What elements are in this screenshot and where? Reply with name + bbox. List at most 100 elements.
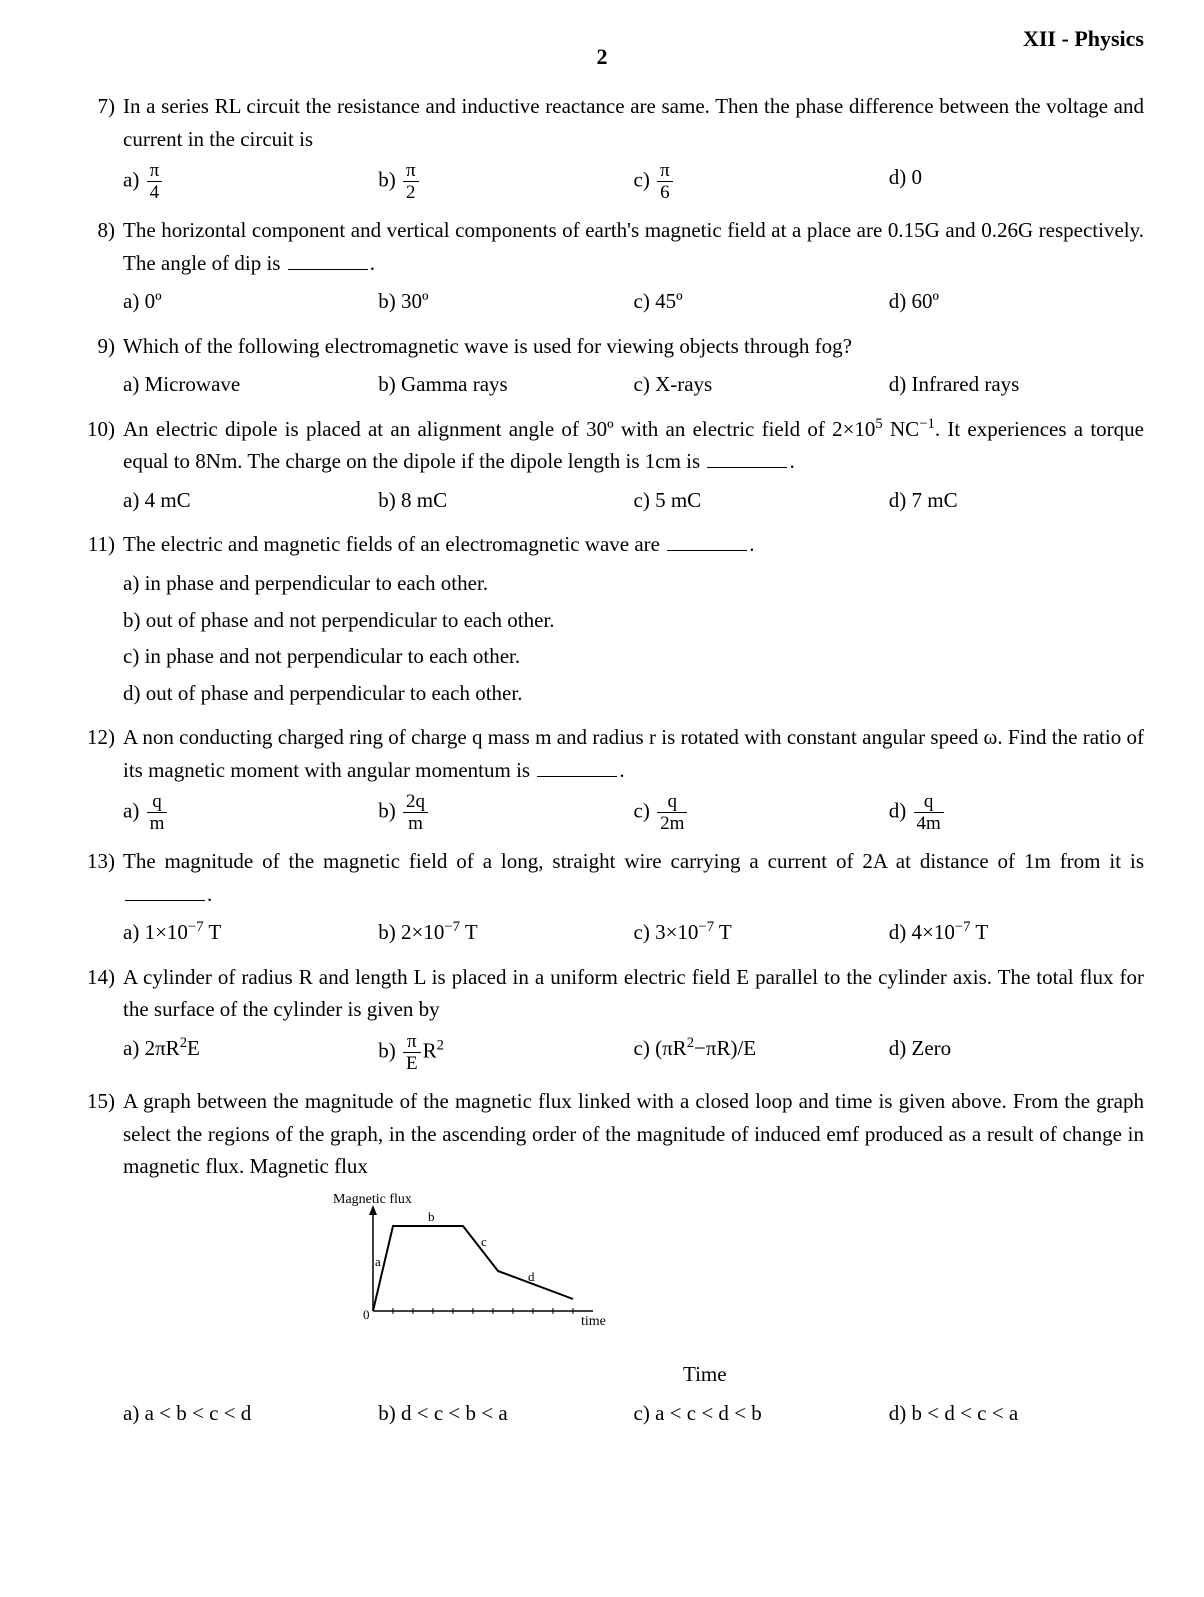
option-letter: a): [123, 1401, 145, 1425]
mcq-option: d) q4m: [889, 790, 1144, 835]
option-text: 5 mC: [655, 488, 701, 512]
svg-text:0: 0: [363, 1307, 370, 1322]
mcq-option: b) out of phase and not perpendicular to…: [123, 602, 1144, 639]
mcq-option: c) π6: [634, 159, 889, 204]
mcq-option: c) a < c < d < b: [634, 1395, 889, 1432]
option-text: out of phase and perpendicular to each o…: [146, 681, 523, 705]
option-letter: c): [634, 372, 656, 396]
mcq-option: a) qm: [123, 790, 378, 835]
options-row: a) 4 mCb) 8 mCc) 5 mCd) 7 mC: [123, 482, 1144, 519]
svg-text:a: a: [375, 1254, 381, 1269]
option-letter: d): [889, 920, 912, 944]
question-stem: A graph between the magnitude of the mag…: [123, 1085, 1144, 1183]
mcq-option: d) Zero: [889, 1030, 1144, 1075]
mcq-option: a) Microwave: [123, 366, 378, 403]
mcq-option: b) 2qm: [378, 790, 633, 835]
option-text: 30º: [401, 289, 429, 313]
question-number: 14): [60, 961, 123, 1075]
option-letter: c): [123, 644, 145, 668]
option-letter: d): [889, 165, 912, 189]
option-text: Microwave: [145, 372, 241, 396]
question-number: 9): [60, 330, 123, 403]
option-letter: d): [889, 1036, 912, 1060]
question-stem: The magnitude of the magnetic field of a…: [123, 845, 1144, 910]
mcq-option: a) in phase and perpendicular to each ot…: [123, 565, 1144, 602]
time-axis-label: Time: [683, 1358, 727, 1391]
option-letter: c): [634, 799, 656, 823]
question: 9) Which of the following electromagneti…: [60, 330, 1144, 403]
mcq-option: a) 0º: [123, 283, 378, 320]
question-stem: The electric and magnetic fields of an e…: [123, 528, 1144, 561]
option-text: 4×10−7 T: [912, 920, 989, 944]
question-number: 8): [60, 214, 123, 320]
mcq-option: a) 2πR2E: [123, 1030, 378, 1075]
option-text: Zero: [912, 1036, 952, 1060]
page-header: 2 XII - Physics: [60, 40, 1144, 80]
mcq-option: c) X-rays: [634, 366, 889, 403]
option-text: (πR2−πR)/E: [655, 1036, 756, 1060]
mcq-option: c) 3×10−7 T: [634, 914, 889, 951]
option-letter: d): [889, 372, 912, 396]
svg-text:b: b: [428, 1209, 435, 1224]
mcq-option: b) 2×10−7 T: [378, 914, 633, 951]
option-letter: c): [634, 488, 656, 512]
question-number: 13): [60, 845, 123, 951]
question-stem: The horizontal component and vertical co…: [123, 214, 1144, 279]
option-letter: b): [378, 799, 401, 823]
options-row: a) a < b < c < db) d < c < b < ac) a < c…: [123, 1395, 1144, 1432]
mcq-option: c) in phase and not perpendicular to eac…: [123, 638, 1144, 675]
option-letter: c): [634, 920, 656, 944]
mcq-option: b) π2: [378, 159, 633, 204]
option-text: 45º: [655, 289, 683, 313]
option-text: a < b < c < d: [145, 1401, 252, 1425]
mcq-option: c) q2m: [634, 790, 889, 835]
options-row: a) 2πR2Eb) πER2c) (πR2−πR)/Ed) Zero: [123, 1030, 1144, 1075]
question: 13) The magnitude of the magnetic field …: [60, 845, 1144, 951]
question-stem: Which of the following electromagnetic w…: [123, 330, 1144, 363]
option-letter: d): [123, 681, 146, 705]
mcq-option: c) 45º: [634, 283, 889, 320]
page-number: 2: [597, 40, 608, 74]
mcq-option: d) out of phase and perpendicular to eac…: [123, 675, 1144, 712]
question-stem: A cylinder of radius R and length L is p…: [123, 961, 1144, 1026]
option-letter: d): [889, 799, 912, 823]
question-stem: In a series RL circuit the resistance an…: [123, 90, 1144, 155]
option-text: 3×10−7 T: [655, 920, 732, 944]
question-number: 11): [60, 528, 123, 711]
mcq-option: b) Gamma rays: [378, 366, 633, 403]
svg-text:Magnetic flux: Magnetic flux: [333, 1192, 412, 1207]
mcq-option: a) 4 mC: [123, 482, 378, 519]
option-text: X-rays: [655, 372, 712, 396]
mcq-option: b) d < c < b < a: [378, 1395, 633, 1432]
mcq-option: d) 4×10−7 T: [889, 914, 1144, 951]
option-letter: a): [123, 167, 145, 191]
mcq-option: c) (πR2−πR)/E: [634, 1030, 889, 1075]
options-row: a) 1×10−7 Tb) 2×10−7 Tc) 3×10−7 Td) 4×10…: [123, 914, 1144, 951]
question-number: 15): [60, 1085, 123, 1431]
question: 10) An electric dipole is placed at an a…: [60, 413, 1144, 519]
option-text: d < c < b < a: [401, 1401, 508, 1425]
flux-time-graph: Magnetic flux 0 a b c d time: [333, 1191, 1144, 1351]
mcq-option: d) 0: [889, 159, 1144, 204]
mcq-option: b) 8 mC: [378, 482, 633, 519]
question-stem: An electric dipole is placed at an align…: [123, 413, 1144, 478]
question: 15) A graph between the magnitude of the…: [60, 1085, 1144, 1431]
question: 11) The electric and magnetic fields of …: [60, 528, 1144, 711]
option-letter: b): [378, 289, 401, 313]
option-letter: d): [889, 1401, 912, 1425]
option-text: out of phase and not perpendicular to ea…: [146, 608, 555, 632]
option-text: Infrared rays: [912, 372, 1020, 396]
option-letter: a): [123, 1036, 145, 1060]
subject-label: XII - Physics: [1023, 22, 1144, 56]
option-text: in phase and perpendicular to each other…: [145, 571, 488, 595]
option-letter: a): [123, 571, 145, 595]
options-row: a) π4b) π2c) π6d) 0: [123, 159, 1144, 204]
question: 7) In a series RL circuit the resistance…: [60, 90, 1144, 204]
option-letter: d): [889, 289, 912, 313]
option-letter: a): [123, 920, 145, 944]
option-text: 1×10−7 T: [145, 920, 222, 944]
option-letter: c): [634, 289, 656, 313]
options-row: a) 0ºb) 30ºc) 45ºd) 60º: [123, 283, 1144, 320]
mcq-option: a) a < b < c < d: [123, 1395, 378, 1432]
option-text: 0: [912, 165, 923, 189]
